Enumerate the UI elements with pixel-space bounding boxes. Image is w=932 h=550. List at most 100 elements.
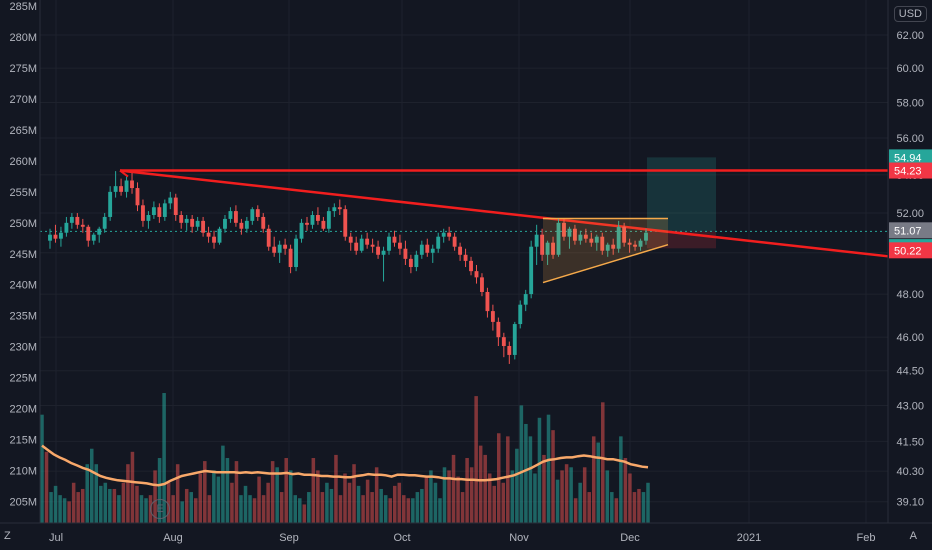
triangle-lower-line (542, 243, 669, 284)
candle (64, 216, 69, 237)
candle-body (365, 238, 370, 245)
candle-body (605, 244, 610, 251)
volume-bar (252, 498, 257, 523)
candle-body (452, 236, 457, 247)
volume-bar (248, 495, 252, 523)
candle (567, 226, 572, 249)
volume-bar (564, 464, 569, 523)
candle (80, 218, 85, 233)
volume-bar (587, 492, 591, 523)
candle-body (343, 209, 348, 237)
candle (480, 273, 484, 297)
volume-bar (478, 445, 483, 523)
candle-body (370, 244, 375, 247)
candle-body (562, 222, 566, 237)
volume-tick-label: 205M (9, 496, 37, 508)
candle-body (403, 248, 408, 259)
candle-body (644, 232, 648, 241)
price-tick-label: 58.00 (896, 97, 924, 109)
candle-body (315, 215, 320, 221)
candle-body (414, 254, 419, 268)
candle (244, 216, 249, 233)
volume-bar (347, 482, 352, 523)
candle-body (376, 246, 381, 255)
volume-bar (392, 485, 397, 523)
price-label-value: 54.23 (894, 166, 922, 178)
candle-body (496, 321, 501, 338)
candle (190, 215, 195, 233)
candle (616, 220, 621, 253)
volume-bar (555, 479, 560, 523)
volume-bar (130, 451, 135, 523)
candle (403, 240, 408, 265)
price-label-tag (889, 242, 932, 259)
candle (179, 211, 184, 229)
candle (589, 232, 594, 247)
volume-bar (388, 498, 392, 523)
time-tick-label: Feb (857, 532, 876, 544)
candle-body (173, 197, 178, 216)
candle-body (283, 244, 288, 249)
volume-bar (126, 464, 130, 523)
candle (217, 226, 222, 245)
volume-tick-label: 265M (9, 125, 37, 137)
tradingview-logo-icon[interactable]: E (150, 499, 170, 519)
price-axis: 62.0060.0058.0056.0054.0052.0050.0048.00… (887, 0, 932, 550)
volume-bar (76, 492, 80, 523)
candle-body (572, 228, 577, 241)
price-label-value: 50.22 (894, 245, 922, 257)
candle (611, 238, 616, 255)
triangle-fill (543, 218, 668, 283)
volume-bar (53, 485, 58, 523)
auto-scale-button[interactable]: A (909, 530, 917, 542)
candle-body (75, 216, 80, 225)
candle-body (337, 207, 342, 210)
currency-button[interactable]: USD (893, 6, 927, 22)
candle-body (239, 222, 244, 229)
candle-body (332, 207, 337, 212)
volume-bar (619, 436, 623, 523)
volume-bar (623, 458, 628, 523)
candle-body (480, 277, 484, 292)
candle-body (233, 211, 238, 223)
volume-bar (329, 488, 334, 523)
candle (644, 228, 648, 245)
volume-bar (605, 470, 610, 523)
candle (201, 216, 206, 237)
candle-body (261, 216, 266, 229)
volume-bar (415, 492, 420, 523)
candle-body (299, 222, 304, 239)
candle-body (387, 236, 391, 251)
volume-bar (85, 464, 89, 523)
volume-tick-label: 270M (9, 94, 37, 106)
volume-bar (596, 442, 601, 523)
candle (146, 211, 151, 229)
candle (572, 224, 577, 245)
candle-body (594, 236, 599, 243)
volume-bar (243, 485, 248, 523)
zoom-button[interactable]: Z (4, 530, 11, 542)
volume-bar (207, 495, 212, 523)
candle (408, 254, 413, 274)
candle-body (567, 228, 572, 237)
price-tick-label: 40.30 (896, 466, 924, 478)
candle-body (348, 236, 353, 243)
candle (255, 205, 260, 221)
candle (381, 246, 386, 282)
volume-bar (112, 488, 117, 523)
candle (288, 244, 293, 274)
candle-body (168, 197, 173, 204)
candle-body (255, 209, 260, 217)
candle-body (611, 244, 616, 249)
volume-bar (239, 495, 243, 523)
candle (523, 289, 528, 312)
price-tick-label: 60.00 (896, 63, 924, 75)
volume-bar (311, 458, 316, 523)
volume-bar (194, 498, 198, 523)
volume-bar (383, 495, 388, 523)
candle-body (212, 236, 216, 243)
price-label-value: 51.07 (894, 225, 922, 237)
candle (162, 199, 167, 221)
volume-bar (144, 498, 148, 523)
